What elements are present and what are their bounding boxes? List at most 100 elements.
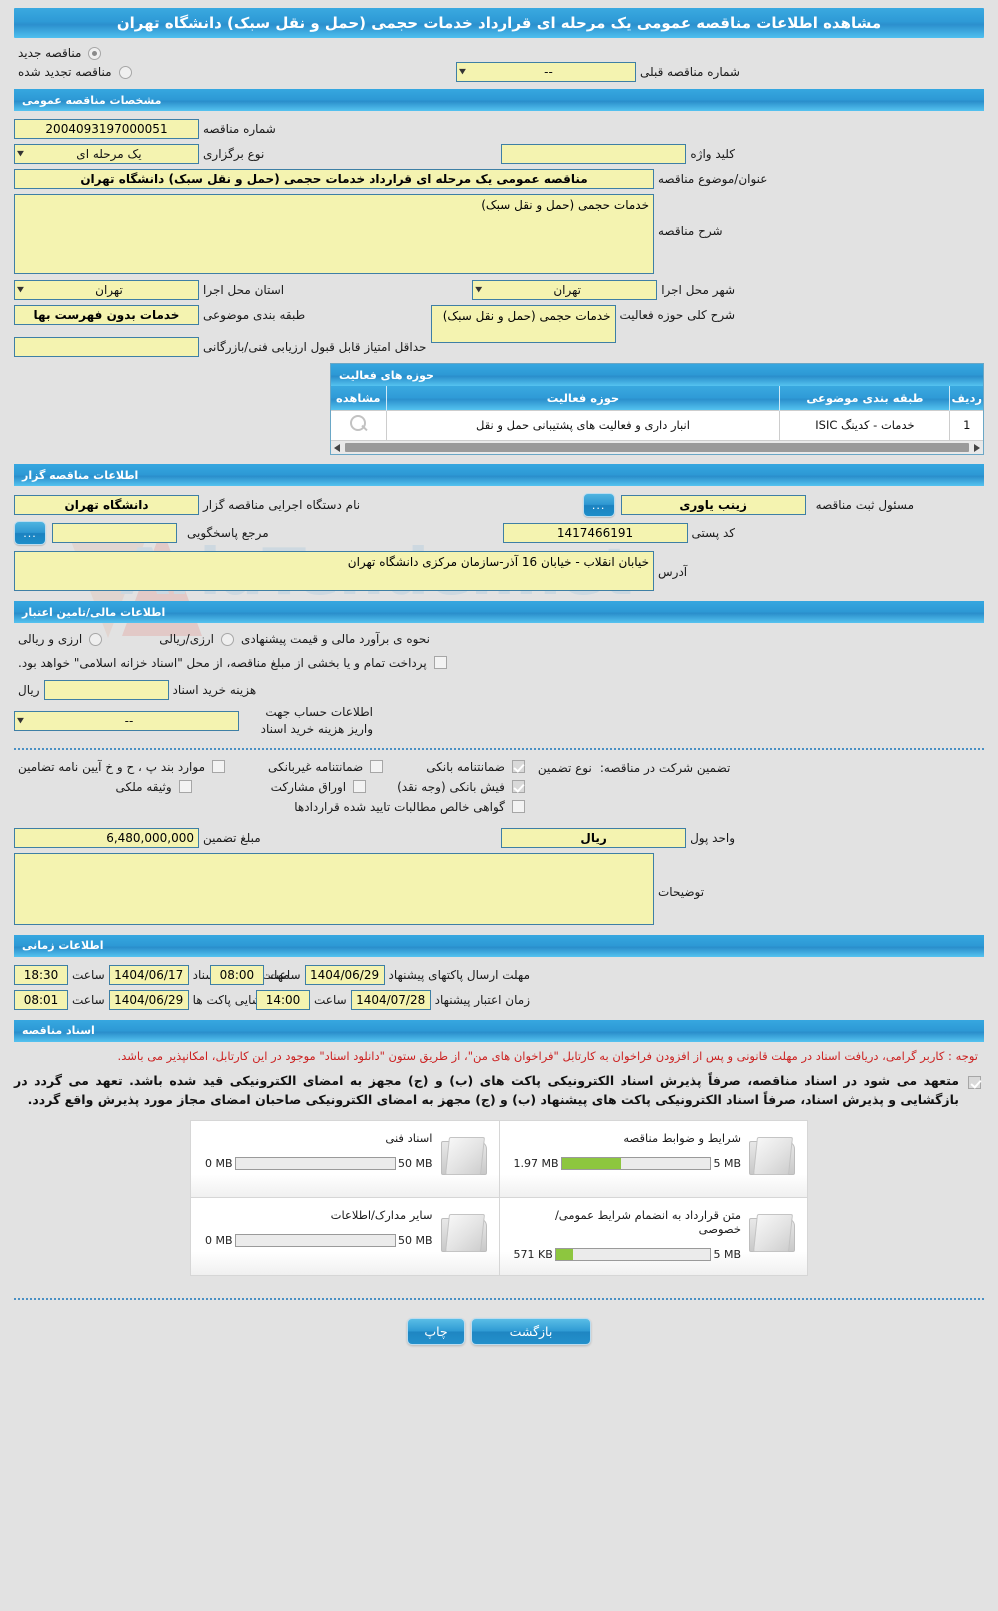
activities-header-row: ردیف طبقه بندی موضوعی حوزه فعالیت مشاهده [331,386,983,410]
account-label: اطلاعات حساب جهت واریز هزینه خرید اسناد [260,705,373,736]
keyword-label: کلید واژه [690,147,735,161]
radio-currency-and-rial[interactable] [89,632,103,646]
holding-type-select[interactable]: ▼ یک مرحله ای [14,144,199,164]
document-card-contract[interactable]: متن قرارداد به انضمام شرایط عمومی/خصوصی … [498,1197,808,1276]
account-select[interactable]: ▼ -- [14,710,239,731]
guarantee-notes-textarea[interactable] [14,852,654,925]
document-card-contract-meter-row: 571 KB 5 MB [514,1247,741,1261]
subject-input[interactable]: مناقصه عمومی یک مرحله ای قرارداد خدمات ح… [14,169,654,189]
activities-panel: حوزه های فعالیت ردیف طبقه بندی موضوعی حو… [330,363,984,455]
envelope-submit-deadline-time[interactable]: 08:00 [209,964,264,985]
answer-ref-browse-button[interactable]: ... [14,521,46,545]
guarantee-options-row: تضمین شرکت در مناقصه: نوع تضمین ضمانتنام… [14,760,984,814]
guarantee-label-bank-receipt: فیش بانکی (وجه نقد) [397,779,505,794]
classification-row: طبقه بندی موضوعی خدمات بدون فهرست بها شر… [14,305,984,343]
answer-ref-label: مرجع پاسخگویی [187,526,269,540]
activities-title: حوزه های فعالیت [339,368,434,382]
guarantee-amount-value[interactable]: 6,480,000,000 [14,827,199,848]
section-general-header: مشخصات مناقصه عمومی [14,89,984,111]
description-textarea[interactable]: خدمات حجمی (حمل و نقل سبک) [14,194,654,274]
guarantee-checkbox-bank-guarantee[interactable] [511,760,525,774]
answer-ref-input[interactable] [52,523,177,543]
cell-view[interactable] [331,409,386,440]
guarantee-checkbox-participation-bonds[interactable] [353,780,367,794]
document-card-contract-meter [554,1247,712,1261]
chevron-down-icon: ▼ [459,68,466,76]
envelope-submit-deadline-date[interactable]: 1404/06/29 [304,964,385,985]
classification-label: طبقه بندی موضوعی [203,308,306,322]
treasury-note-label: پرداخت تمام و یا بخشی از مبلغ مناقصه، از… [18,656,427,670]
document-card-terms-meter-row: 1.97 MB 5 MB [514,1156,741,1170]
section-documents-header: اسناد مناقصه [14,1019,984,1042]
radio-new-tender[interactable] [88,46,102,60]
guarantee-checkbox-property-deed[interactable] [178,780,192,794]
page-title: مشاهده اطلاعات مناقصه عمومی یک مرحله ای … [14,8,984,38]
guarantee-amount-row: مبلغ تضمین 6,480,000,000 واحد پول ریال [14,827,984,848]
guarantee-label-regulation-items: موارد بند پ ، ح و خ آیین نامه تضامین [18,759,206,774]
keyword-input[interactable] [501,144,687,164]
document-card-contract-title: متن قرارداد به انضمام شرایط عمومی/خصوصی [554,1207,741,1236]
holding-type-label: نوع برگزاری [203,147,265,161]
doc-cost-label: هزینه خرید اسناد [172,683,257,697]
envelope-opening-date[interactable]: 1404/06/29 [108,989,189,1010]
guarantee-checkbox-net-claims-certificate[interactable] [511,800,525,814]
registrar-value[interactable]: زینب یاوری [620,495,806,515]
radio-rial-currency[interactable] [221,632,235,646]
radio-new-tender-label: مناقصه جدید [18,46,82,60]
section-financial-header: اطلاعات مالی/تامین اعتبار [14,601,984,623]
city-select[interactable]: ▼ تهران [472,280,658,300]
cell-activity: انبار داری و فعالیت های پشتیبانی حمل و ن… [385,409,780,440]
guarantee-checkbox-regulation-items[interactable] [212,760,226,774]
guarantee-checkbox-bank-receipt[interactable] [511,780,525,794]
doc-receipt-deadline-time[interactable]: 18:30 [14,964,68,985]
document-card-terms[interactable]: شرایط و ضوابط مناقصه 1.97 MB 5 MB [498,1119,808,1198]
tender-type-renewed-row: مناقصه تجدید شده شماره مناقصه قبلی ▼ -- [14,62,984,82]
previous-tender-number-select[interactable]: ▼ -- [456,62,637,82]
guarantee-label-participation-bonds: اوراق مشارکت [270,779,347,794]
activity-summary-textarea[interactable]: خدمات حجمی (حمل و نقل سبک) [430,305,616,343]
magnifier-icon[interactable] [348,414,368,434]
min-score-label: حداقل امتیاز قابل قبول ارزیابی فنی/بازرگ… [203,340,427,354]
document-card-technical-title: اسناد فنی [385,1130,433,1145]
proposal-validity-date[interactable]: 1404/07/28 [350,989,431,1010]
province-value: تهران [95,283,123,297]
min-score-input[interactable] [14,337,199,357]
document-card-terms-meter [560,1156,712,1170]
radio-renewed-tender[interactable] [118,65,132,79]
chevron-down-icon: ▼ [17,716,24,725]
document-card-other-title: سایر مدارک/اطلاعات [330,1207,433,1222]
commitment-note: متعهد می شود در اسناد مناقصه، صرفاً پذیر… [14,1073,959,1108]
currency-unit-value[interactable]: ریال [501,827,687,848]
back-button[interactable]: بازگشت [471,1317,591,1345]
envelope-opening-time[interactable]: 08:01 [14,989,68,1010]
section-general-title: مشخصات مناقصه عمومی [22,93,162,107]
treasury-checkbox[interactable] [433,656,447,669]
print-button[interactable]: چاپ [407,1317,465,1345]
col-classification: طبقه بندی موضوعی [779,386,950,410]
address-textarea[interactable]: خیابان انقلاب - خیابان 16 آذر-سازمان مرک… [14,551,654,591]
registrar-browse-button[interactable]: ... [582,493,615,517]
document-card-other[interactable]: سایر مدارک/اطلاعات 0 MB 50 MB [190,1197,499,1276]
commitment-row: متعهد می شود در اسناد مناقصه، صرفاً پذیر… [14,1072,984,1110]
doc-cost-input[interactable] [43,680,169,700]
activities-horizontal-scrollbar[interactable] [331,440,983,454]
scroll-right-arrow-icon[interactable] [974,444,980,452]
proposal-validity-time[interactable]: 14:00 [256,989,311,1010]
executive-body-value[interactable]: دانشگاه تهران [14,495,199,515]
document-card-other-meter [234,1233,396,1247]
doc-receipt-time-label: ساعت [72,967,105,982]
scroll-left-arrow-icon[interactable] [334,444,340,452]
document-card-technical[interactable]: اسناد فنی 0 MB 50 MB [190,1119,499,1198]
province-select[interactable]: ▼ تهران [14,280,199,300]
doc-receipt-deadline-date[interactable]: 1404/06/17 [108,964,189,985]
guarantee-checkbox-nonbank-guarantee[interactable] [370,760,384,774]
divider-guarantee [14,747,984,750]
tender-number-value[interactable]: 2004093197000051 [14,119,199,139]
scrollbar-thumb[interactable] [345,443,969,452]
section-timing-header: اطلاعات زمانی [14,934,984,957]
col-index: ردیف [949,386,983,410]
classification-value[interactable]: خدمات بدون فهرست بها [14,305,199,325]
postal-code-value[interactable]: 1417466191 [502,523,688,543]
proposal-validity-label: زمان اعتبار پیشنهاد [434,992,530,1007]
commitment-checkbox[interactable] [968,1076,981,1090]
